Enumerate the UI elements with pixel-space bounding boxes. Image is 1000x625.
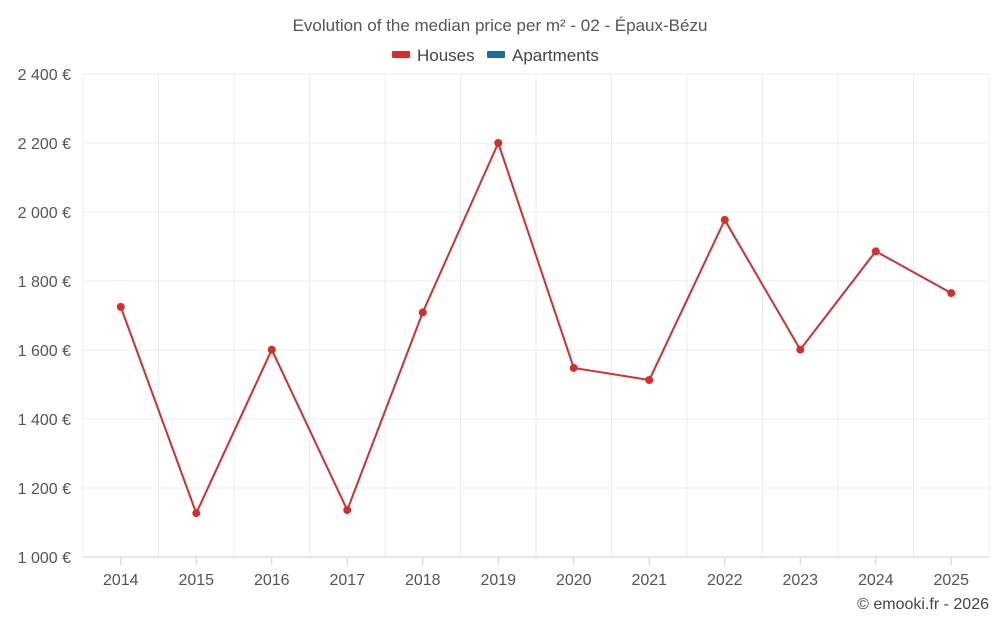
data-point-houses[interactable] [418, 308, 427, 317]
legend-label-houses: Houses [417, 46, 475, 65]
y-tick-label: 1 400 € [18, 412, 71, 429]
y-tick-label: 1 000 € [18, 550, 71, 567]
y-tick-label: 2 000 € [18, 205, 71, 222]
data-point-houses[interactable] [267, 345, 276, 354]
legend-label-apartments: Apartments [512, 46, 599, 65]
x-tick-label: 2024 [858, 572, 894, 589]
x-tick-label: 2019 [480, 572, 516, 589]
series-layer [116, 139, 956, 518]
y-tick-label: 2 200 € [18, 136, 71, 153]
legend: Houses Apartments [392, 46, 599, 65]
y-tick-label: 1 600 € [18, 343, 71, 360]
series-line-houses [119, 142, 952, 515]
data-point-houses[interactable] [192, 509, 201, 518]
data-point-houses[interactable] [947, 289, 956, 298]
x-tick-label: 2023 [782, 572, 818, 589]
y-tick-label: 2 400 € [18, 67, 71, 84]
credit-text: © emooki.fr - 2026 [857, 596, 989, 613]
x-tick-label: 2016 [254, 572, 290, 589]
data-point-houses[interactable] [720, 215, 729, 224]
data-point-houses[interactable] [871, 247, 880, 256]
legend-item-apartments[interactable]: Apartments [487, 46, 599, 65]
data-point-houses[interactable] [645, 376, 654, 385]
data-point-houses[interactable] [343, 506, 352, 515]
grid [82, 73, 990, 557]
data-point-houses[interactable] [796, 345, 805, 354]
x-tick-label: 2021 [631, 572, 667, 589]
x-tick-label: 2015 [178, 572, 214, 589]
legend-item-houses[interactable]: Houses [392, 46, 475, 65]
x-tick-label: 2020 [556, 572, 592, 589]
x-tick-label: 2014 [103, 572, 139, 589]
x-tick-label: 2017 [329, 572, 365, 589]
y-tick-label: 1 200 € [18, 481, 71, 498]
y-axis: 1 000 € 1 200 € 1 400 € 1 600 € 1 800 € 2 000… [18, 67, 71, 567]
chart-title: Evolution of the median price per m² - 0… [293, 16, 708, 35]
data-point-houses[interactable] [494, 139, 503, 147]
x-tick-label: 2025 [933, 572, 969, 589]
x-tick-label: 2018 [405, 572, 441, 589]
x-axis: 2014 2015 2016 2017 2018 2019 2020 2021 2022 2023… [83, 556, 989, 589]
x-tick-label: 2022 [707, 572, 743, 589]
legend-swatch-houses [392, 51, 410, 58]
legend-swatch-apartments [487, 51, 505, 58]
y-tick-label: 1 800 € [18, 274, 71, 291]
data-point-houses[interactable] [569, 363, 578, 372]
data-point-houses[interactable] [116, 302, 125, 311]
